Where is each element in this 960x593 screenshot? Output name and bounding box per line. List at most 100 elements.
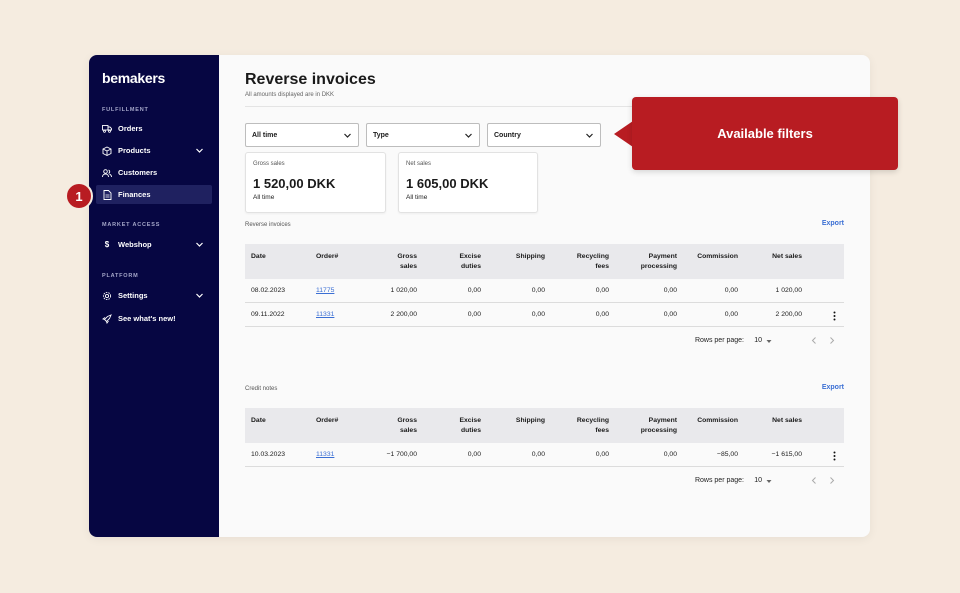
column-header-net[interactable]: Net sales — [772, 253, 802, 260]
column-header-payment[interactable]: Payment processing — [640, 417, 677, 434]
gear-icon — [102, 291, 112, 301]
sidebar-item-orders[interactable]: Orders — [96, 119, 212, 138]
cell-shipping: 0,00 — [531, 287, 545, 294]
table-header: Date Order# Gross sales Excise duties Shipping… — [245, 244, 844, 279]
column-header-date[interactable]: Date — [251, 253, 266, 260]
users-icon — [102, 168, 112, 178]
column-header-excise[interactable]: Excise duties — [459, 417, 481, 434]
chevron-down-icon[interactable] — [195, 291, 204, 300]
column-header-order[interactable]: Order# — [316, 253, 339, 260]
sidebar-item-label: Settings — [118, 291, 148, 300]
sidebar: bemakers FULFILLMENT Orders Products Cus… — [89, 55, 219, 537]
type-filter-select[interactable]: Type — [366, 123, 480, 147]
chevron-right-icon[interactable] — [828, 476, 836, 485]
cell-date: 08.02.2023 — [251, 287, 286, 294]
column-header-recycling[interactable]: Recycling fees — [576, 417, 609, 434]
column-header-payment[interactable]: Payment processing — [640, 253, 677, 270]
cell-recycling: 0,00 — [595, 311, 609, 318]
divider — [245, 106, 843, 107]
callout-arrow — [614, 121, 633, 147]
cell-commission: −85,00 — [717, 451, 738, 458]
period-filter-select[interactable]: All time — [245, 123, 359, 147]
rows-per-page-label: Rows per page: — [694, 337, 744, 344]
sidebar-item-customers[interactable]: Customers — [96, 163, 212, 182]
stat-card-net-sales: Net sales 1 605,00 DKK All time — [398, 152, 538, 213]
cell-excise: 0,00 — [467, 311, 481, 318]
chevron-down-icon[interactable] — [195, 146, 204, 155]
page-subtitle: All amounts displayed are in DKK — [245, 92, 335, 98]
column-header-shipping[interactable]: Shipping — [515, 253, 545, 260]
chevron-down-icon — [586, 133, 593, 138]
cell-date: 10.03.2023 — [251, 451, 286, 458]
column-header-commission[interactable]: Commission — [697, 253, 738, 260]
export-reverse-invoices-button[interactable]: Export — [821, 220, 844, 227]
reverse-invoices-table: Date Order# Gross sales Excise duties Shipping… — [245, 244, 844, 355]
table-row[interactable]: 09.11.2022 11331 2 200,00 0,00 0,00 0,00 0,00 0… — [245, 303, 844, 327]
column-header-gross[interactable]: Gross sales — [397, 417, 417, 434]
order-link[interactable]: 11331 — [316, 311, 335, 318]
select-value: Country — [494, 131, 521, 139]
credit-notes-table: Date Order# Gross sales Excise duties Shipping… — [245, 408, 844, 495]
chevron-left-icon[interactable] — [810, 336, 818, 345]
order-link[interactable]: 11775 — [316, 287, 335, 294]
sidebar-section-fulfillment: FULFILLMENT — [102, 107, 149, 113]
column-header-date[interactable]: Date — [251, 417, 266, 424]
chevron-left-icon[interactable] — [810, 476, 818, 485]
sidebar-item-label: Webshop — [118, 240, 152, 249]
sidebar-item-products[interactable]: Products — [96, 141, 212, 160]
export-credit-notes-button[interactable]: Export — [821, 384, 844, 391]
rows-per-page-select[interactable]: 10 — [754, 477, 762, 484]
sidebar-item-whats-new[interactable]: See what's new! — [96, 309, 212, 328]
sidebar-item-settings[interactable]: Settings — [96, 286, 212, 305]
stat-label: Gross sales — [253, 161, 285, 167]
chevron-down-icon — [465, 133, 472, 138]
order-link[interactable]: 11331 — [316, 451, 335, 458]
sidebar-section-market-access: MARKET ACCESS — [102, 222, 161, 228]
cell-shipping: 0,00 — [531, 451, 545, 458]
rows-per-page-select[interactable]: 10 — [754, 337, 762, 344]
rows-per-page-label: Rows per page: — [694, 477, 744, 484]
country-filter-select[interactable]: Country — [487, 123, 601, 147]
document-icon — [102, 189, 112, 200]
stat-card-gross-sales: Gross sales 1 520,00 DKK All time — [245, 152, 386, 213]
sidebar-item-label: Finances — [118, 190, 151, 199]
column-header-commission[interactable]: Commission — [697, 417, 738, 424]
table-row[interactable]: 10.03.2023 11331 −1 700,00 0,00 0,00 0,00 0,00… — [245, 443, 844, 467]
credit-notes-title: Credit notes — [245, 386, 278, 392]
cell-gross: 1 020,00 — [390, 287, 417, 294]
reverse-invoices-title: Reverse invoices — [245, 222, 291, 228]
column-header-net[interactable]: Net sales — [772, 417, 802, 424]
box-icon — [102, 145, 112, 156]
sidebar-item-finances[interactable]: Finances — [96, 185, 212, 204]
chevron-down-icon[interactable] — [195, 240, 204, 249]
chevron-right-icon[interactable] — [828, 336, 836, 345]
cell-payment: 0,00 — [663, 311, 677, 318]
sidebar-item-webshop[interactable]: $ Webshop — [96, 235, 212, 254]
caret-down-icon[interactable] — [766, 339, 772, 344]
column-header-recycling[interactable]: Recycling fees — [576, 253, 609, 270]
column-header-gross[interactable]: Gross sales — [397, 253, 417, 270]
stat-period: All time — [253, 194, 275, 201]
sidebar-item-label: Orders — [118, 124, 143, 133]
select-value: All time — [252, 131, 278, 139]
column-header-excise[interactable]: Excise duties — [459, 253, 481, 270]
sidebar-item-label: Customers — [118, 168, 158, 177]
table-row[interactable]: 08.02.2023 11775 1 020,00 0,00 0,00 0,00 0,00 0… — [245, 279, 844, 303]
more-vertical-icon[interactable] — [833, 311, 836, 321]
table-header: Date Order# Gross sales Excise duties Shipping… — [245, 408, 844, 443]
cell-commission: 0,00 — [724, 311, 738, 318]
dollar-icon: $ — [104, 240, 110, 249]
chevron-down-icon — [344, 133, 351, 138]
pagination: Rows per page: 10 — [245, 467, 844, 495]
pagination: Rows per page: 10 — [245, 327, 844, 355]
more-vertical-icon[interactable] — [833, 451, 836, 461]
column-header-order[interactable]: Order# — [316, 417, 339, 424]
brand-logo[interactable]: bemakers — [102, 70, 165, 86]
caret-down-icon[interactable] — [766, 479, 772, 484]
cell-recycling: 0,00 — [595, 451, 609, 458]
column-header-shipping[interactable]: Shipping — [515, 417, 545, 424]
stat-label: Net sales — [406, 161, 432, 167]
cell-excise: 0,00 — [467, 451, 481, 458]
step-badge: 1 — [65, 182, 93, 210]
cell-shipping: 0,00 — [531, 311, 545, 318]
